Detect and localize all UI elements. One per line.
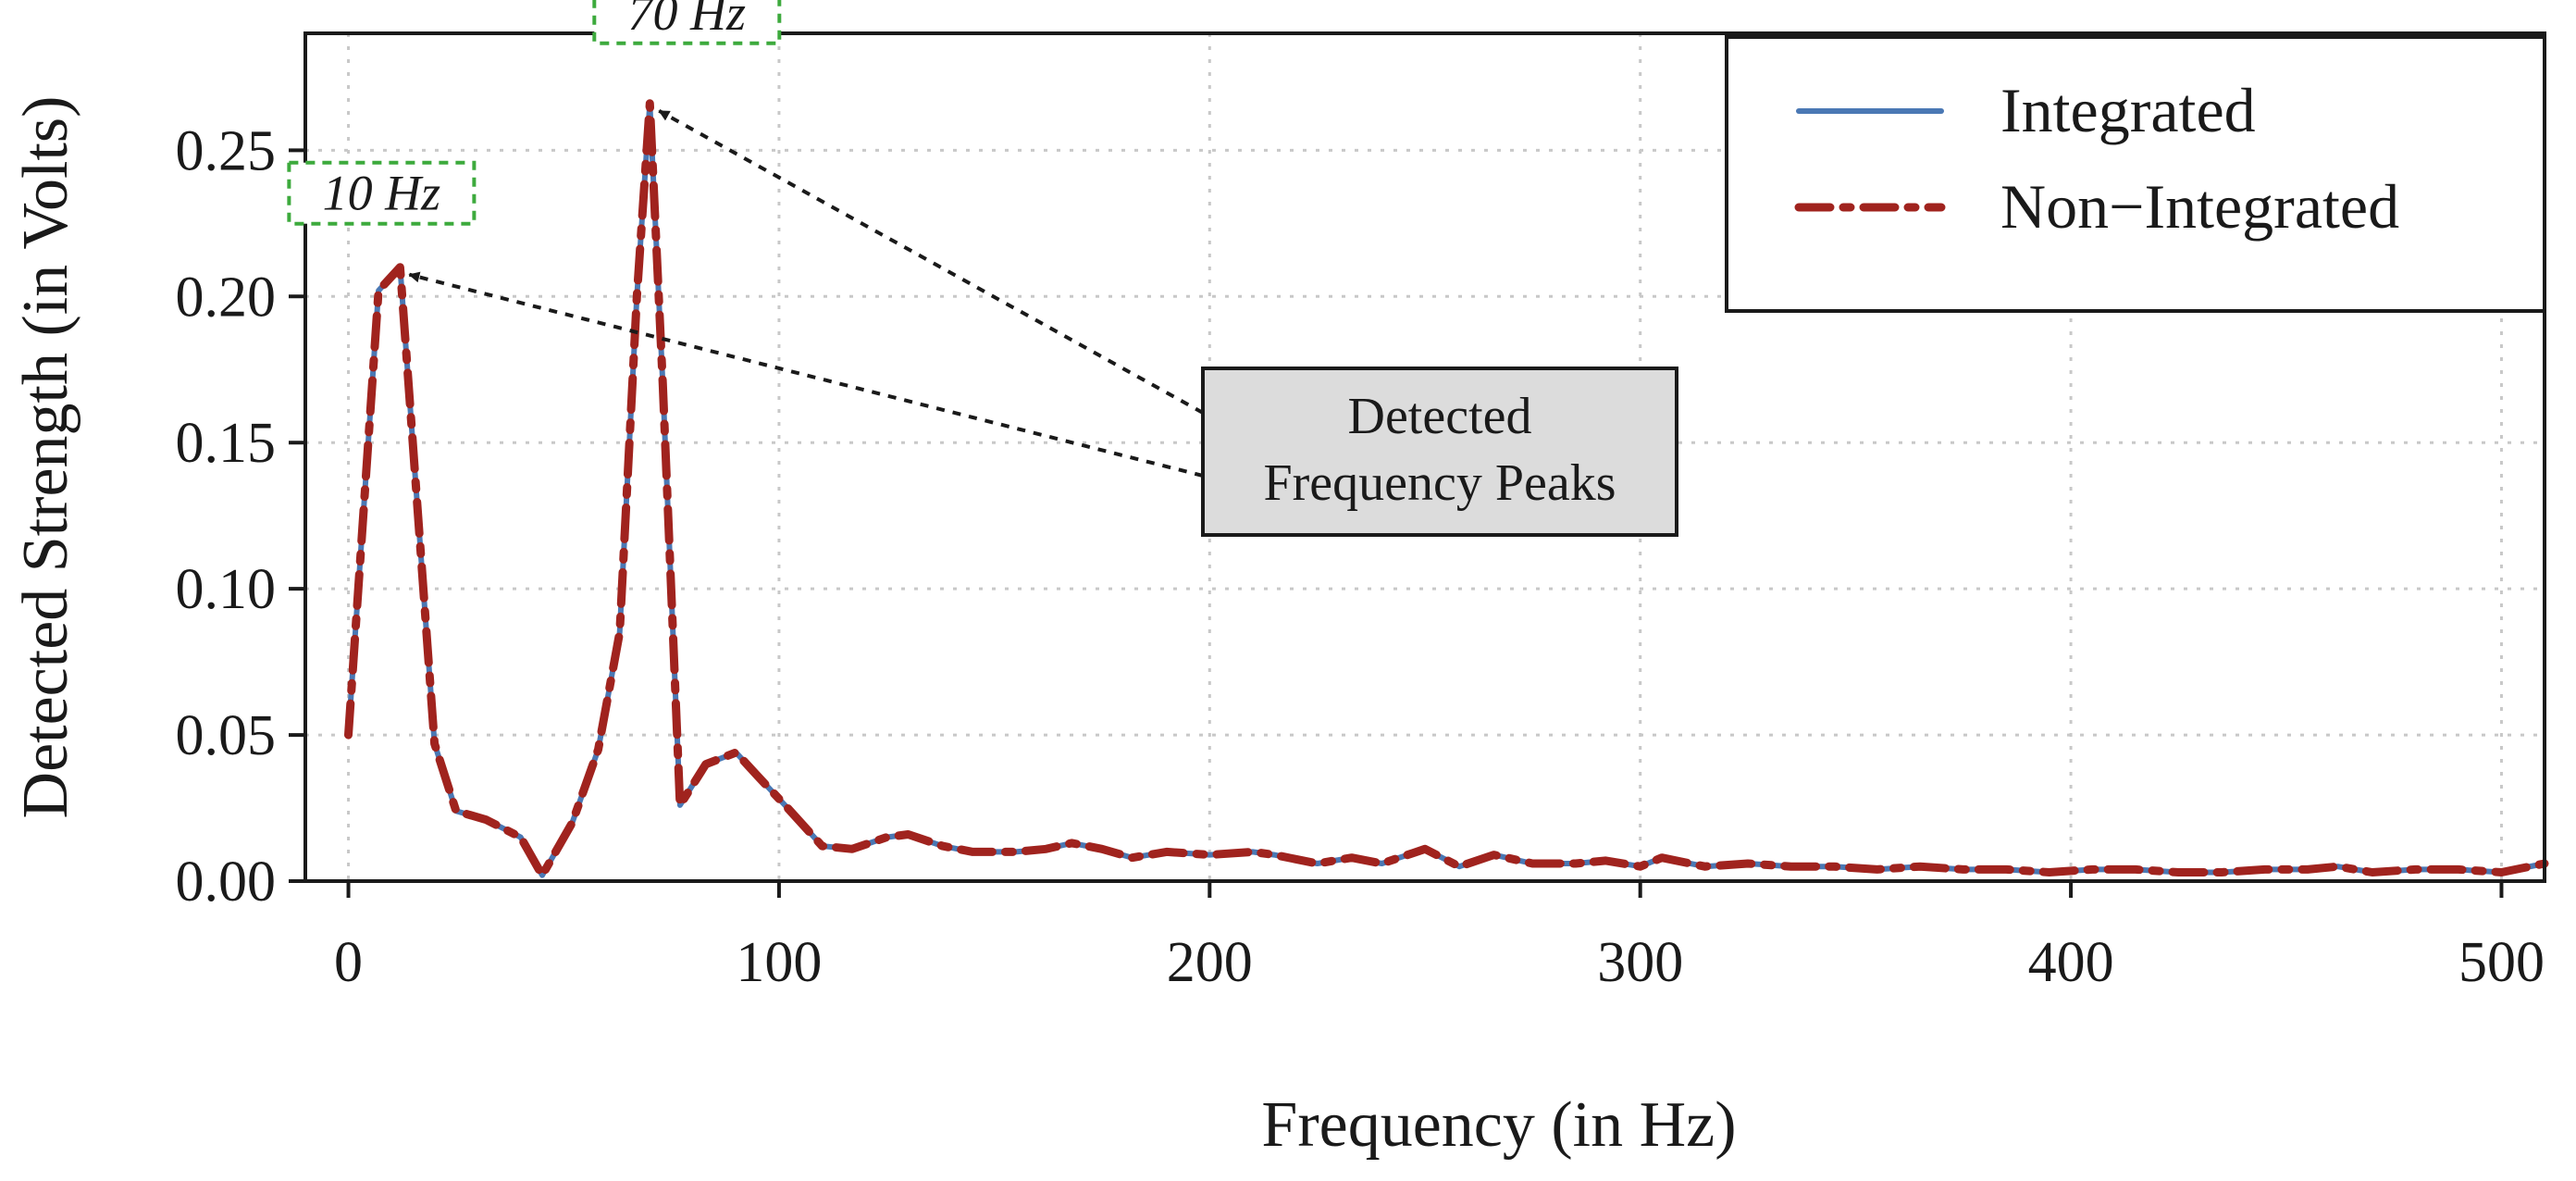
x-tick-label: 300 xyxy=(1597,931,1683,994)
callout-arrow xyxy=(408,271,1204,478)
callout-text-line: Detected xyxy=(1348,388,1532,445)
y-tick-label: 0.05 xyxy=(176,704,277,767)
y-tick-label: 0.25 xyxy=(176,119,277,182)
series-line-non-integrated xyxy=(344,99,2549,880)
y-tick-label: 0.20 xyxy=(176,266,277,329)
callout-arrow xyxy=(658,109,1204,415)
axis-ticks: 0 100 200 300 400 500 0.00 0.05 0.10 0.15 0.20 0.25 xyxy=(176,119,2545,994)
peak-label: 70 Hz xyxy=(628,0,747,41)
legend-label-non-integrated: Non−Integrated xyxy=(2000,171,2399,242)
legend: Integrated Non−Integrated xyxy=(1725,35,2546,313)
legend-box xyxy=(1725,35,2546,313)
y-tick-label: 0.00 xyxy=(176,851,277,914)
callout-box xyxy=(1201,367,1678,537)
legend-label-integrated: Integrated xyxy=(2000,75,2256,145)
x-tick-label: 100 xyxy=(736,931,822,994)
x-tick-label: 0 xyxy=(334,931,363,994)
x-tick-label: 400 xyxy=(2028,931,2114,994)
y-tick-label: 0.15 xyxy=(176,412,277,475)
y-tick-label: 0.10 xyxy=(176,558,277,621)
callout-text-line: Frequency Peaks xyxy=(1263,454,1616,512)
y-axis-title: Detected Strength (in Volts) xyxy=(10,96,81,819)
x-tick-label: 200 xyxy=(1167,931,1253,994)
series-lines xyxy=(344,99,2549,880)
peak-label-box xyxy=(287,160,477,226)
x-axis-title: Frequency (in Hz) xyxy=(1261,1089,1736,1161)
x-tick-label: 500 xyxy=(2458,931,2545,994)
plot-frame xyxy=(303,31,2546,883)
peak-label: 10 Hz xyxy=(323,166,441,221)
peak-annotations: 10 Hz 70 Hz Detected Frequency Peaks xyxy=(287,0,1678,537)
peak-label-box xyxy=(592,0,782,45)
